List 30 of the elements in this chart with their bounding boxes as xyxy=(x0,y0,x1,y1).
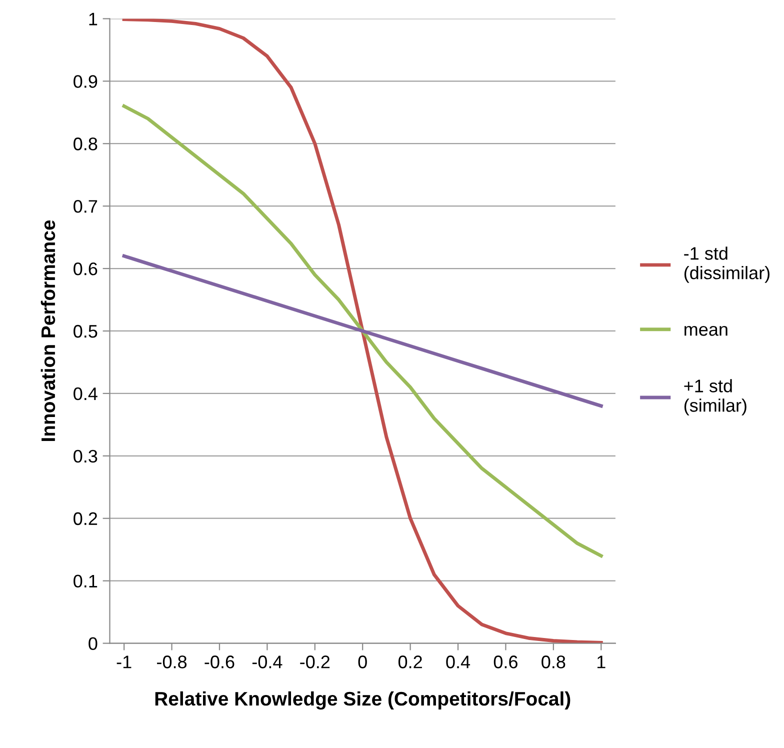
y-tick-label: 0.1 xyxy=(74,574,98,588)
y-tick-label: 0.2 xyxy=(74,512,98,526)
x-tick-label: 0.4 xyxy=(446,656,470,668)
x-tick-label: -0.6 xyxy=(204,656,234,668)
y-tick-label: 0.7 xyxy=(74,200,98,213)
x-tick-label: 0.2 xyxy=(398,656,422,668)
legend-label: mean xyxy=(684,326,728,336)
x-tick-label: 0.6 xyxy=(494,656,518,668)
x-axis-title: Relative Knowledge Size (Competitors/Focal) xyxy=(155,691,570,710)
x-tick-label: -0.4 xyxy=(252,656,282,668)
y-tick-label: 0.3 xyxy=(74,450,98,463)
line-series xyxy=(122,104,603,558)
x-tick-label: 0 xyxy=(358,656,367,668)
x-tick-label: -0.8 xyxy=(157,656,187,668)
x-tick-label: 1 xyxy=(597,656,606,668)
y-tick-label: 0 xyxy=(88,637,98,650)
y-tick-label: 1 xyxy=(89,12,98,26)
line-series xyxy=(122,18,603,644)
y-tick-label: 0.9 xyxy=(74,75,98,88)
y-tick-label: 0.4 xyxy=(74,387,98,400)
x-tick-label: -0.2 xyxy=(300,656,330,668)
legend-label: -1 std (dissimilar) xyxy=(684,246,770,283)
y-tick-label: 0.5 xyxy=(74,324,98,338)
y-axis-title: Innovation Performance xyxy=(40,220,56,441)
y-tick-label: 0.6 xyxy=(74,262,98,276)
x-tick-label: -1 xyxy=(116,656,132,668)
y-tick-label: 0.8 xyxy=(74,138,98,150)
legend-label: +1 std (similar) xyxy=(684,379,746,416)
x-tick-label: 0.8 xyxy=(542,656,566,668)
line-series xyxy=(122,254,603,408)
